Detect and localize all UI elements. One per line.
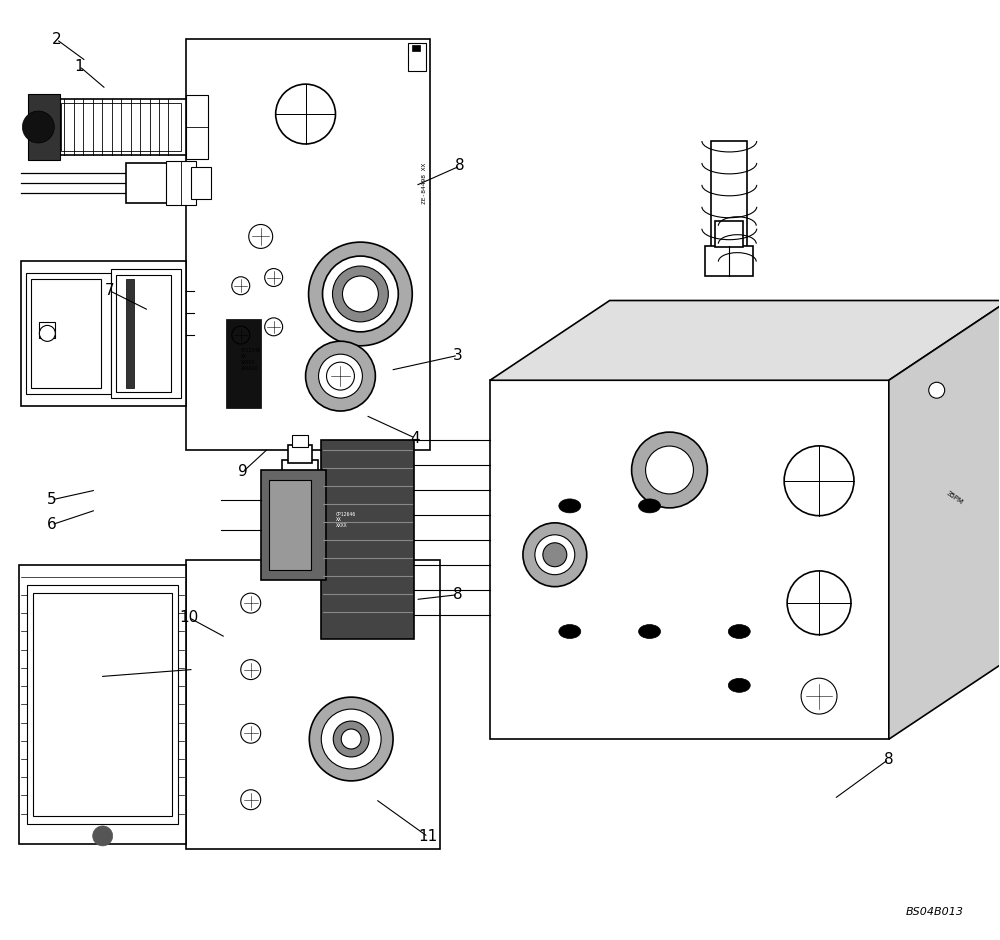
Bar bbox=[292, 435, 308, 447]
Ellipse shape bbox=[559, 624, 581, 638]
Circle shape bbox=[646, 446, 693, 494]
Circle shape bbox=[632, 432, 707, 508]
Bar bbox=[27, 585, 178, 824]
Text: 35PM: 35PM bbox=[945, 490, 964, 506]
Circle shape bbox=[332, 266, 388, 321]
Bar bbox=[111, 269, 181, 398]
Polygon shape bbox=[490, 381, 889, 739]
Text: CP12646
XX
XXXX: CP12646 XX XXXX bbox=[335, 511, 356, 528]
Bar bbox=[715, 221, 743, 246]
Bar bbox=[21, 261, 186, 406]
Text: 3: 3 bbox=[453, 348, 463, 363]
Bar bbox=[116, 275, 171, 392]
Circle shape bbox=[523, 523, 587, 587]
Bar bbox=[711, 141, 747, 260]
Text: 8: 8 bbox=[455, 159, 465, 173]
Bar bbox=[269, 480, 311, 570]
Text: 6: 6 bbox=[46, 517, 56, 532]
Text: 1: 1 bbox=[74, 58, 84, 73]
Bar bbox=[186, 95, 208, 159]
Bar bbox=[126, 164, 171, 203]
Bar bbox=[28, 94, 60, 160]
Circle shape bbox=[22, 111, 54, 143]
Circle shape bbox=[929, 383, 945, 399]
Circle shape bbox=[535, 535, 575, 574]
Text: CP12246
XX
XXXXX
XXXXXX: CP12246 XX XXXXX XXXXXX bbox=[241, 349, 261, 371]
Bar bbox=[321, 440, 414, 639]
Circle shape bbox=[333, 721, 369, 757]
Ellipse shape bbox=[639, 499, 661, 513]
Text: 9: 9 bbox=[238, 464, 248, 479]
Text: 5: 5 bbox=[47, 493, 56, 508]
Bar bbox=[705, 245, 753, 275]
Text: 7: 7 bbox=[104, 283, 114, 298]
Ellipse shape bbox=[559, 560, 581, 574]
Circle shape bbox=[323, 256, 398, 332]
Text: 11: 11 bbox=[419, 829, 438, 844]
Bar bbox=[166, 161, 196, 205]
Bar bbox=[19, 565, 186, 844]
Circle shape bbox=[309, 243, 412, 346]
Circle shape bbox=[319, 354, 362, 398]
Bar bbox=[33, 592, 172, 816]
Bar bbox=[288, 445, 312, 463]
Circle shape bbox=[543, 542, 567, 567]
Text: BS04B013: BS04B013 bbox=[906, 907, 964, 916]
Circle shape bbox=[309, 697, 393, 781]
Polygon shape bbox=[889, 301, 1000, 739]
Bar bbox=[56, 99, 186, 155]
Circle shape bbox=[341, 729, 361, 749]
Bar bbox=[191, 167, 211, 199]
Circle shape bbox=[93, 826, 113, 846]
Circle shape bbox=[321, 709, 381, 769]
Bar bbox=[408, 43, 426, 71]
Bar bbox=[26, 273, 111, 394]
Text: 2: 2 bbox=[52, 32, 61, 47]
Bar bbox=[186, 559, 440, 849]
Text: 10: 10 bbox=[179, 610, 199, 625]
Text: 4: 4 bbox=[410, 431, 420, 446]
Bar bbox=[226, 319, 261, 408]
Circle shape bbox=[306, 341, 375, 411]
Text: 8: 8 bbox=[884, 752, 894, 767]
Ellipse shape bbox=[728, 624, 750, 638]
Bar bbox=[412, 45, 420, 52]
Ellipse shape bbox=[639, 624, 661, 638]
Polygon shape bbox=[490, 301, 1000, 381]
Circle shape bbox=[39, 325, 55, 341]
Bar bbox=[126, 279, 134, 387]
Bar bbox=[261, 470, 326, 580]
Text: ZE-84498 XX: ZE-84498 XX bbox=[422, 163, 427, 204]
Bar bbox=[39, 321, 55, 337]
Bar bbox=[275, 505, 325, 530]
Bar bbox=[31, 279, 101, 387]
Text: 8: 8 bbox=[453, 588, 463, 603]
Bar bbox=[186, 39, 430, 450]
Bar bbox=[282, 460, 318, 508]
Bar bbox=[61, 103, 181, 151]
Circle shape bbox=[342, 276, 378, 312]
Ellipse shape bbox=[559, 499, 581, 513]
Ellipse shape bbox=[728, 679, 750, 693]
